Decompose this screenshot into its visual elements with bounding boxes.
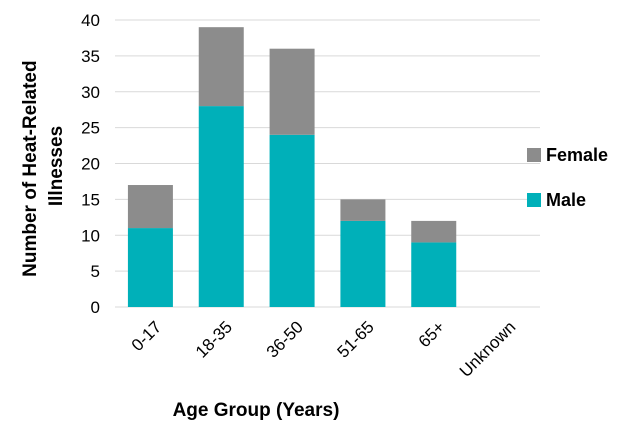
x-axis-tick-labels: 0-17 18-35 36-50 51-65 65+ Unknown [128,317,520,381]
y-tick-label-30: 30 [81,83,100,102]
x-tick-label-0-17: 0-17 [128,317,165,354]
x-tick-label-18-35: 18-35 [192,317,236,361]
legend-label-male: Male [546,190,586,210]
legend: Female Male [527,145,608,210]
x-tick-label-65+: 65+ [415,317,449,351]
bar-female-51-65 [340,199,386,221]
bar-female-0-17 [127,185,173,229]
y-axis-title-line-1: Number of Heat-Related [20,60,41,276]
gridlines [115,19,540,308]
bar-female-65+ [411,220,457,243]
y-tick-label-25: 25 [81,119,100,138]
bar-male-18-35 [198,106,244,307]
y-axis-title: Number of Heat-Related Illnesses [20,55,67,277]
legend-swatch-female [527,148,541,162]
y-tick-label-40: 40 [81,11,100,30]
y-tick-label-10: 10 [81,226,100,245]
y-axis-title-line-2: Illnesses [46,126,67,206]
bars [127,27,457,307]
x-axis-title: Age Group (Years) [173,400,340,421]
legend-label-female: Female [546,145,608,165]
y-axis-tick-labels: 0 5 10 15 20 25 30 35 40 [81,11,100,317]
y-tick-label-35: 35 [81,47,100,66]
bar-male-51-65 [340,220,386,307]
legend-swatch-male [527,193,541,207]
x-tick-label-36-50: 36-50 [263,317,307,361]
x-tick-label-unknown: Unknown [456,317,520,381]
bar-female-36-50 [269,48,315,135]
bar-male-36-50 [269,134,315,307]
y-tick-label-20: 20 [81,155,100,174]
y-tick-label-0: 0 [91,298,100,317]
bar-male-65+ [411,242,457,307]
y-tick-label-5: 5 [91,262,100,281]
y-tick-label-15: 15 [81,190,100,209]
x-tick-label-51-65: 51-65 [334,317,378,361]
bar-female-18-35 [198,27,244,107]
bar-male-0-17 [127,228,173,307]
